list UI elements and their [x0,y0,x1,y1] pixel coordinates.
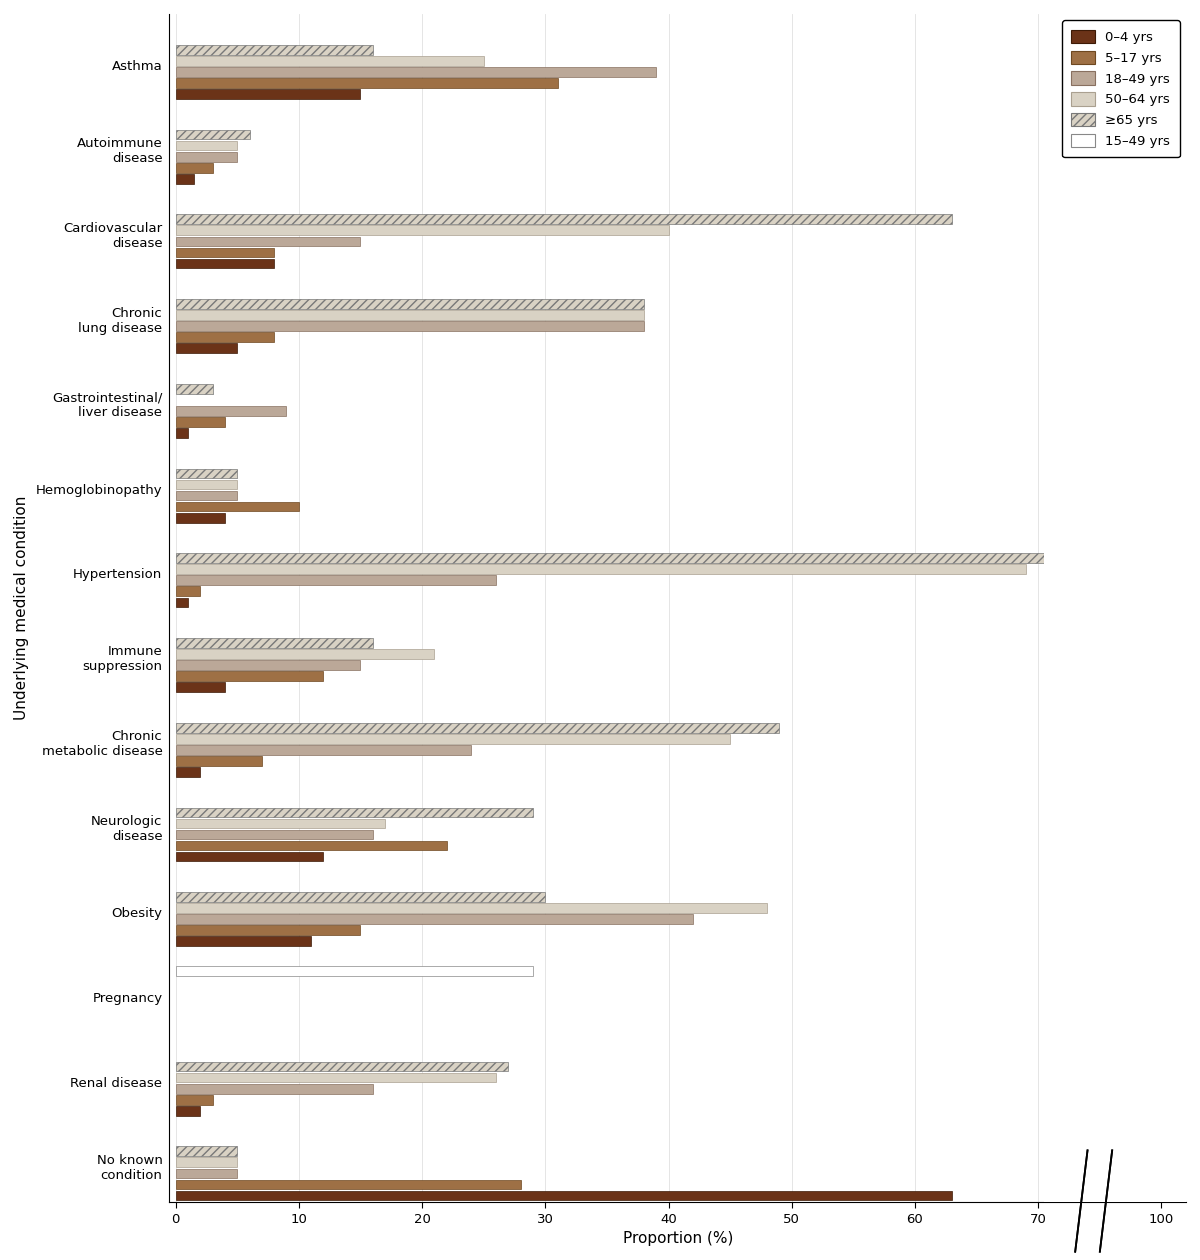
Bar [175,163,212,173]
Bar [175,406,287,416]
Bar [175,130,250,140]
Bar [175,321,644,331]
Bar [175,767,200,776]
Bar [175,141,238,150]
Bar [175,384,212,393]
Bar [175,513,224,523]
Bar [1044,0,1200,1260]
Bar [175,903,767,914]
Bar [175,1158,238,1167]
Bar [175,852,324,862]
Bar [175,1168,238,1178]
Bar [175,501,299,512]
Bar [175,310,644,320]
Bar [175,682,224,692]
Bar [175,829,373,839]
Bar [175,733,730,743]
Bar [175,67,656,77]
Bar [175,428,188,437]
Bar [175,258,274,268]
Bar [175,490,238,500]
Bar [175,966,533,975]
Bar [175,343,238,353]
Bar [175,237,360,246]
Bar [175,660,360,670]
Bar [175,1147,238,1157]
Y-axis label: Underlying medical condition: Underlying medical condition [14,496,29,721]
Bar [175,649,434,659]
Bar [175,638,373,648]
Bar [175,553,1112,563]
Bar [175,1095,212,1105]
Bar [175,1072,496,1082]
Bar [175,892,545,902]
Bar [175,226,668,236]
Legend: 0–4 yrs, 5–17 yrs, 18–49 yrs, 50–64 yrs, ≥65 yrs, 15–49 yrs: 0–4 yrs, 5–17 yrs, 18–49 yrs, 50–64 yrs,… [1062,20,1180,158]
Bar [175,89,360,98]
Bar [175,151,238,161]
Bar [175,756,262,766]
Bar [175,819,385,828]
Bar [175,723,780,732]
Bar [175,45,373,54]
Bar [175,299,644,309]
Bar [175,925,360,935]
Bar [175,564,1026,575]
Bar [175,55,484,66]
Bar [175,586,200,596]
Bar [175,576,496,585]
Bar [175,78,558,88]
Bar [175,1106,200,1115]
Bar [175,1084,373,1094]
Bar [175,840,446,851]
Bar [175,469,238,479]
Bar [175,745,472,755]
X-axis label: Proportion (%): Proportion (%) [623,1231,733,1246]
Bar [175,247,274,257]
Bar [175,174,194,184]
Bar [175,915,694,924]
Bar [175,1191,952,1201]
Bar [175,480,238,489]
Bar [175,672,324,680]
Bar [175,417,224,427]
Bar [175,333,274,341]
Bar [175,936,311,946]
Bar [175,597,188,607]
Bar [175,1062,509,1071]
Bar [175,1179,521,1189]
Bar [175,808,533,818]
Bar [175,214,952,224]
